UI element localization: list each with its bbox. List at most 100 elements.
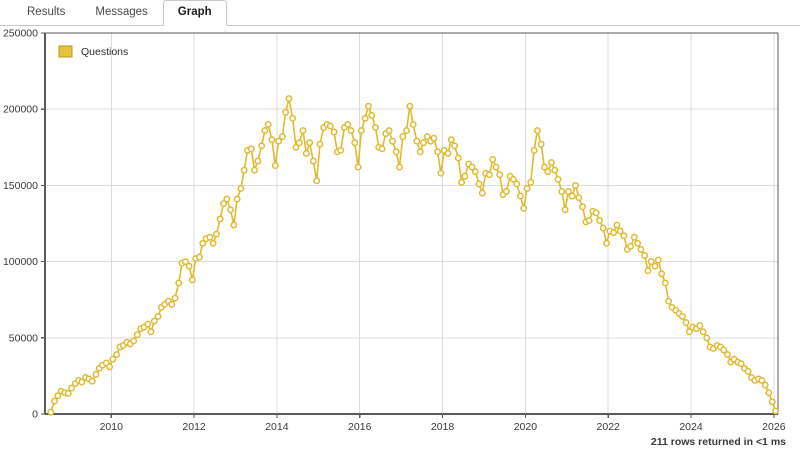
x-axis-tick-labels: 2010 2012 2014 2016 2018 2020 2022 2024 2026 (100, 421, 786, 430)
data-point-marker (251, 166, 259, 174)
data-point-marker (285, 95, 293, 102)
data-point-marker (451, 142, 459, 150)
data-point-marker (220, 200, 227, 208)
data-point-marker (644, 267, 652, 275)
data-point-marker (720, 346, 728, 354)
data-point-marker (596, 217, 603, 224)
data-point-marker (106, 363, 114, 371)
data-point-marker (772, 407, 779, 415)
data-point-marker (313, 177, 321, 185)
data-point-marker (351, 139, 359, 147)
data-point-marker (361, 114, 369, 122)
data-point-marker (665, 297, 673, 305)
data-point-marker (109, 355, 117, 363)
data-point-marker (378, 145, 386, 153)
data-point-marker (554, 175, 562, 183)
y-tick-label: 150000 (3, 180, 38, 192)
data-point-marker (354, 163, 362, 171)
chart-container: 0 50000 100000 150000 200000 250000 2010 2012 2… (0, 26, 800, 431)
data-point-marker (247, 145, 255, 153)
questions-series-markers (47, 95, 779, 416)
data-point-marker (372, 124, 379, 131)
data-point-marker (196, 253, 203, 261)
data-point-marker (292, 143, 300, 151)
data-point-marker (213, 230, 220, 238)
data-point-marker (275, 137, 283, 145)
data-point-marker (258, 142, 266, 150)
tab-graph[interactable]: Graph (162, 0, 227, 26)
data-point-marker (530, 146, 538, 154)
data-point-marker (130, 337, 138, 345)
plot-background (45, 33, 778, 414)
data-point-marker (485, 171, 493, 179)
data-point-marker (703, 334, 711, 342)
data-point-marker (261, 127, 269, 134)
data-point-marker (113, 351, 121, 359)
data-point-marker (575, 194, 583, 202)
data-point-marker (264, 120, 272, 128)
data-point-marker (634, 239, 642, 247)
data-point-marker (565, 188, 572, 195)
data-point-marker (599, 224, 607, 232)
data-point-marker (227, 206, 234, 214)
data-point-marker (585, 217, 593, 224)
data-point-marker (337, 146, 345, 154)
x-tick-label: 2012 (182, 421, 206, 430)
data-point-marker (344, 120, 352, 128)
data-point-marker (758, 377, 766, 384)
data-point-marker (88, 377, 96, 385)
x-tick-label: 2010 (100, 421, 124, 430)
data-point-marker (396, 163, 403, 171)
data-point-marker (416, 148, 424, 156)
data-point-marker (230, 221, 238, 229)
data-point-marker (548, 159, 555, 166)
data-point-marker (403, 127, 410, 134)
data-point-marker (561, 206, 569, 214)
y-tick-label: 0 (32, 409, 38, 421)
data-point-marker (468, 163, 476, 171)
data-point-marker (399, 133, 407, 141)
data-point-marker (240, 166, 248, 174)
data-point-marker (537, 140, 545, 148)
data-point-marker (627, 242, 635, 250)
data-point-marker (385, 127, 393, 134)
data-point-marker (271, 162, 279, 170)
data-point-marker (406, 102, 414, 110)
data-point-marker (289, 114, 297, 122)
data-point-marker (92, 370, 100, 378)
data-point-marker (188, 276, 196, 284)
data-point-marker (475, 180, 483, 188)
data-point-marker (737, 360, 745, 368)
data-point-marker (471, 168, 479, 176)
data-point-marker (768, 398, 776, 406)
chart-legend[interactable]: Questions (58, 45, 128, 58)
data-point-marker (368, 111, 376, 119)
data-point-marker (724, 351, 731, 359)
data-point-marker (309, 157, 317, 165)
data-point-marker (630, 233, 638, 241)
data-point-marker (389, 137, 396, 145)
data-point-marker (579, 203, 586, 211)
data-point-marker (216, 215, 224, 223)
data-point-marker (347, 127, 355, 134)
data-point-marker (326, 122, 334, 130)
data-point-marker (696, 322, 704, 330)
data-point-marker (613, 221, 621, 229)
data-point-marker (199, 239, 207, 247)
y-tick-label: 250000 (3, 28, 38, 40)
data-point-marker (185, 262, 193, 270)
data-point-marker (496, 171, 504, 179)
data-point-marker (147, 328, 155, 336)
data-point-marker (295, 139, 303, 147)
y-tick-label: 100000 (3, 256, 38, 268)
tab-results[interactable]: Results (12, 0, 80, 25)
data-point-marker (278, 133, 286, 141)
data-point-marker (302, 149, 310, 157)
y-tick-label: 50000 (9, 332, 38, 344)
data-point-marker (761, 381, 769, 389)
data-point-marker (492, 163, 500, 171)
data-point-marker (209, 239, 217, 247)
data-point-marker (658, 270, 666, 278)
tab-messages[interactable]: Messages (80, 0, 162, 25)
